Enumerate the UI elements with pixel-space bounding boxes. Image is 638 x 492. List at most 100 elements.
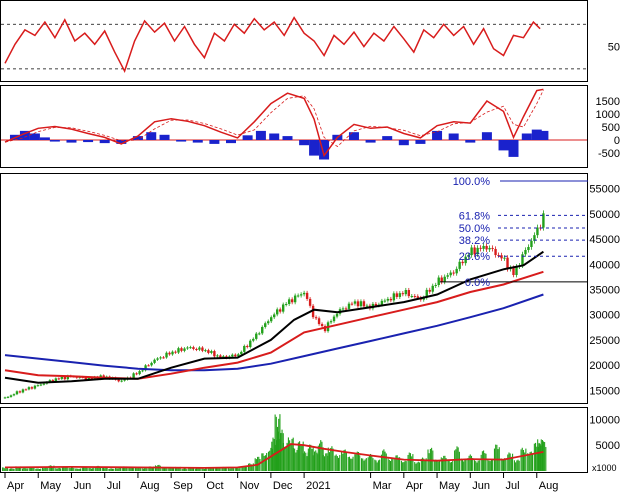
price-candle bbox=[30, 387, 34, 389]
price-candle bbox=[243, 345, 246, 352]
price-candle bbox=[135, 373, 138, 375]
price-candle bbox=[359, 301, 363, 307]
price-candle bbox=[287, 299, 291, 304]
price-candle bbox=[189, 347, 192, 349]
price-candle bbox=[66, 375, 70, 380]
x-tick-label: Jun bbox=[73, 480, 91, 492]
x-axis: Apr May Jun Jul Aug Sep Oct Nov Dec 2021 Mar Apr May… bbox=[4, 473, 558, 492]
price-candle bbox=[174, 351, 177, 353]
macd-histogram-bar bbox=[299, 140, 310, 146]
macd-tick-label: 500 bbox=[602, 122, 620, 134]
price-candle bbox=[183, 348, 186, 351]
rsi-panel bbox=[1, 16, 587, 74]
price-candle bbox=[431, 285, 434, 292]
price-candle bbox=[500, 255, 503, 259]
price-candle bbox=[150, 362, 153, 366]
price-candle bbox=[162, 357, 165, 359]
price-candle bbox=[255, 333, 258, 339]
volume-panel-frame bbox=[0, 407, 588, 473]
y-axis-labels: 50150010005000-5005500050000450004000035… bbox=[589, 42, 620, 453]
macd-histogram-bar bbox=[146, 132, 157, 140]
price-candle bbox=[470, 247, 473, 256]
price-candle bbox=[180, 348, 183, 351]
macd-histogram-bar bbox=[209, 140, 220, 144]
macd-histogram-bar bbox=[39, 137, 50, 140]
price-candle bbox=[132, 373, 135, 379]
price-candle bbox=[473, 247, 476, 255]
price-candle bbox=[401, 293, 405, 295]
x-tick-label: Mar bbox=[373, 480, 392, 492]
price-candle bbox=[267, 321, 270, 324]
macd-panel-frame bbox=[0, 85, 588, 168]
price-candle bbox=[120, 380, 123, 382]
price-candle bbox=[204, 350, 207, 352]
macd-histogram-bar bbox=[192, 140, 203, 143]
fib-level-label: 0.0% bbox=[465, 277, 490, 289]
macd-histogram-bar bbox=[309, 140, 320, 156]
price-candle bbox=[237, 354, 240, 357]
price-candle bbox=[264, 323, 267, 327]
price-candle bbox=[222, 356, 225, 358]
price-candle bbox=[210, 351, 213, 353]
price-candle bbox=[219, 355, 222, 358]
price-candle bbox=[458, 261, 461, 269]
rsi-panel-frame bbox=[0, 0, 588, 82]
price-candle bbox=[84, 377, 87, 380]
price-tick-label: 30000 bbox=[589, 310, 620, 322]
macd-histogram-bar bbox=[508, 140, 519, 157]
macd-histogram-bar bbox=[132, 136, 143, 140]
price-candle bbox=[234, 354, 237, 357]
price-tick-label: 20000 bbox=[589, 360, 620, 372]
price-candle bbox=[216, 355, 219, 357]
x-tick-label: Sep bbox=[173, 480, 193, 492]
price-candle bbox=[252, 338, 255, 341]
x-tick-label: Jul bbox=[506, 480, 520, 492]
price-tick-label: 40000 bbox=[589, 259, 620, 271]
x-tick-label: Apr bbox=[7, 480, 24, 492]
price-candle bbox=[102, 375, 105, 377]
price-candle bbox=[284, 303, 288, 305]
price-candle bbox=[434, 285, 437, 287]
volume-panel bbox=[2, 414, 547, 471]
price-candle bbox=[455, 268, 458, 274]
x-tick-label: Jul bbox=[107, 480, 121, 492]
price-candle bbox=[308, 298, 312, 306]
price-panel-frame bbox=[0, 173, 588, 404]
price-candle bbox=[416, 296, 419, 298]
price-candle bbox=[356, 301, 360, 307]
price-tick-label: 35000 bbox=[589, 285, 620, 297]
ma-short-line bbox=[4, 250, 544, 384]
ma-mid-line bbox=[4, 270, 544, 380]
price-candle bbox=[51, 380, 55, 382]
price-candle bbox=[398, 293, 402, 297]
macd-histogram-bar bbox=[531, 129, 542, 140]
price-candle bbox=[392, 293, 396, 301]
macd-histogram-bar bbox=[348, 132, 359, 140]
x-tick-label: Aug bbox=[140, 480, 160, 492]
macd-tick-label: 0 bbox=[614, 135, 620, 147]
price-candle bbox=[542, 213, 545, 228]
price-candle bbox=[42, 383, 46, 385]
fib-level-label: 50.0% bbox=[459, 223, 490, 235]
macd-histogram-bar bbox=[481, 132, 492, 140]
price-candle bbox=[437, 277, 440, 286]
price-candle bbox=[192, 347, 195, 349]
macd-signal-line bbox=[4, 89, 544, 148]
price-candle bbox=[63, 376, 67, 380]
price-candle bbox=[536, 227, 539, 236]
price-candle bbox=[488, 247, 491, 250]
price-candle bbox=[33, 385, 37, 389]
x-tick-label: May bbox=[439, 480, 460, 492]
price-candle bbox=[440, 277, 443, 282]
price-candle bbox=[446, 275, 449, 277]
macd-tick-label: 1000 bbox=[596, 109, 620, 121]
macd-histogram-bar bbox=[319, 140, 330, 160]
price-candle bbox=[449, 272, 452, 276]
macd-histogram-bar bbox=[242, 135, 253, 140]
price-candle bbox=[281, 304, 285, 312]
price-candle bbox=[329, 321, 333, 323]
macd-histogram-bar bbox=[398, 140, 409, 146]
macd-histogram-bar bbox=[521, 133, 532, 140]
